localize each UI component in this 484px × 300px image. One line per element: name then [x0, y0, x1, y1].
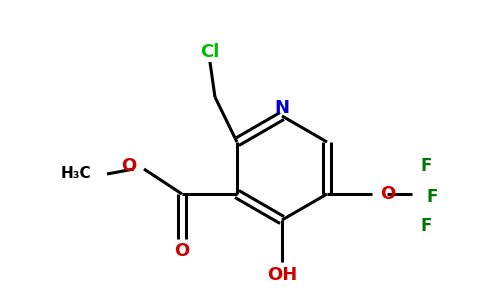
Text: H₃C: H₃C: [60, 167, 91, 182]
Text: F: F: [420, 157, 431, 175]
Text: O: O: [121, 157, 136, 175]
Text: N: N: [274, 99, 289, 117]
Text: O: O: [174, 242, 190, 260]
Text: F: F: [420, 217, 431, 235]
Text: F: F: [426, 188, 438, 206]
Text: Cl: Cl: [200, 43, 220, 61]
Text: OH: OH: [267, 266, 297, 284]
Text: O: O: [380, 185, 395, 203]
